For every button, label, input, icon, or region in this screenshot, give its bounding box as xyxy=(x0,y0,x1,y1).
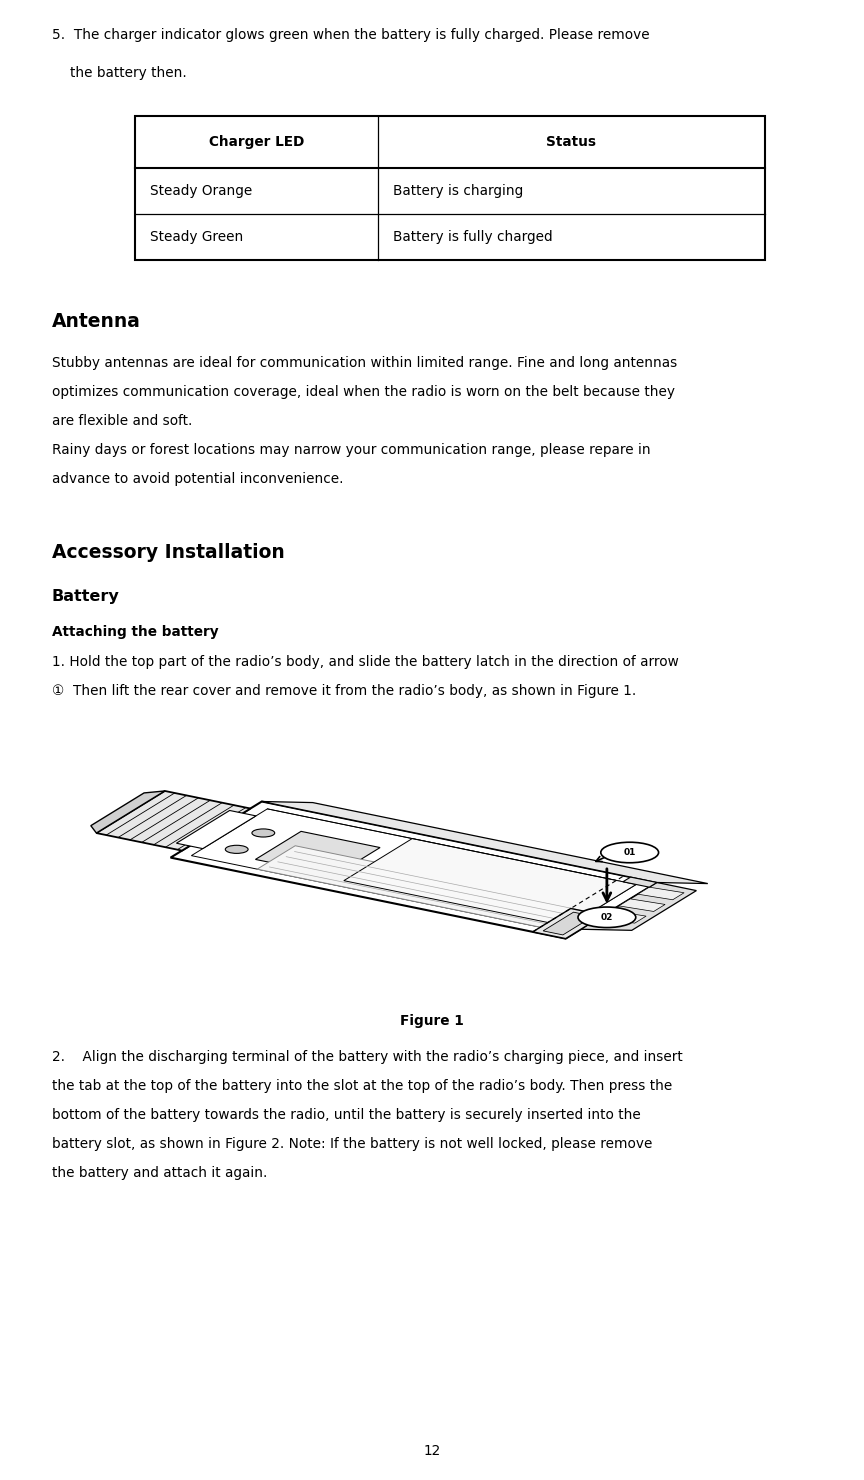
Text: Status: Status xyxy=(546,135,596,149)
Polygon shape xyxy=(257,845,598,931)
Text: Stubby antennas are ideal for communication within limited range. Fine and long : Stubby antennas are ideal for communicat… xyxy=(52,357,677,370)
Bar xyxy=(135,115,765,260)
Polygon shape xyxy=(619,898,665,912)
Text: battery slot, as shown in Figure 2. Note: If the battery is not well locked, ple: battery slot, as shown in Figure 2. Note… xyxy=(52,1137,652,1151)
Text: ①  Then lift the rear cover and remove it from the radio’s body, as shown in Fig: ① Then lift the rear cover and remove it… xyxy=(52,684,636,699)
Text: 12: 12 xyxy=(423,1444,441,1458)
Circle shape xyxy=(578,907,636,928)
Polygon shape xyxy=(581,882,696,931)
Polygon shape xyxy=(262,802,708,884)
Text: are flexible and soft.: are flexible and soft. xyxy=(52,414,193,428)
Text: the tab at the top of the battery into the slot at the top of the radio’s body. : the tab at the top of the battery into t… xyxy=(52,1079,672,1094)
Polygon shape xyxy=(533,909,604,938)
Text: Charger LED: Charger LED xyxy=(208,135,304,149)
Text: advance to avoid potential inconvenience.: advance to avoid potential inconvenience… xyxy=(52,472,344,485)
Text: 1. Hold the top part of the radio’s body, and slide the battery latch in the dir: 1. Hold the top part of the radio’s body… xyxy=(52,656,679,669)
Polygon shape xyxy=(97,790,251,851)
Polygon shape xyxy=(256,832,380,876)
Text: Antenna: Antenna xyxy=(52,312,141,332)
Text: 2.    Align the discharging terminal of the battery with the radio’s charging pi: 2. Align the discharging terminal of the… xyxy=(52,1049,683,1064)
Text: optimizes communication coverage, ideal when the radio is worn on the belt becau: optimizes communication coverage, ideal … xyxy=(52,385,675,400)
Polygon shape xyxy=(170,802,657,938)
Text: Battery is charging: Battery is charging xyxy=(392,184,523,198)
Circle shape xyxy=(226,845,248,854)
Circle shape xyxy=(600,842,658,863)
Text: the battery and attach it again.: the battery and attach it again. xyxy=(52,1166,267,1180)
Text: the battery then.: the battery then. xyxy=(70,67,187,80)
Polygon shape xyxy=(623,878,657,887)
Text: Steady Green: Steady Green xyxy=(150,229,244,244)
Text: Attaching the battery: Attaching the battery xyxy=(52,625,219,639)
Polygon shape xyxy=(543,912,594,935)
Polygon shape xyxy=(600,910,646,924)
Polygon shape xyxy=(638,887,684,900)
Polygon shape xyxy=(91,790,165,833)
Polygon shape xyxy=(344,839,636,926)
Text: Steady Orange: Steady Orange xyxy=(150,184,252,198)
Text: 5.  The charger indicator glows green when the battery is fully charged. Please : 5. The charger indicator glows green whe… xyxy=(52,28,650,41)
Circle shape xyxy=(252,829,275,838)
Text: 01: 01 xyxy=(624,848,636,857)
Text: Battery: Battery xyxy=(52,589,120,604)
Text: Figure 1: Figure 1 xyxy=(400,1014,464,1029)
Text: Accessory Installation: Accessory Installation xyxy=(52,543,285,562)
Text: Rainy days or forest locations may narrow your communication range, please repar: Rainy days or forest locations may narro… xyxy=(52,443,651,457)
Text: 02: 02 xyxy=(600,913,613,922)
Text: bottom of the battery towards the radio, until the battery is securely inserted : bottom of the battery towards the radio,… xyxy=(52,1109,641,1122)
Polygon shape xyxy=(176,811,256,848)
Text: Battery is fully charged: Battery is fully charged xyxy=(392,229,552,244)
Polygon shape xyxy=(191,810,636,931)
